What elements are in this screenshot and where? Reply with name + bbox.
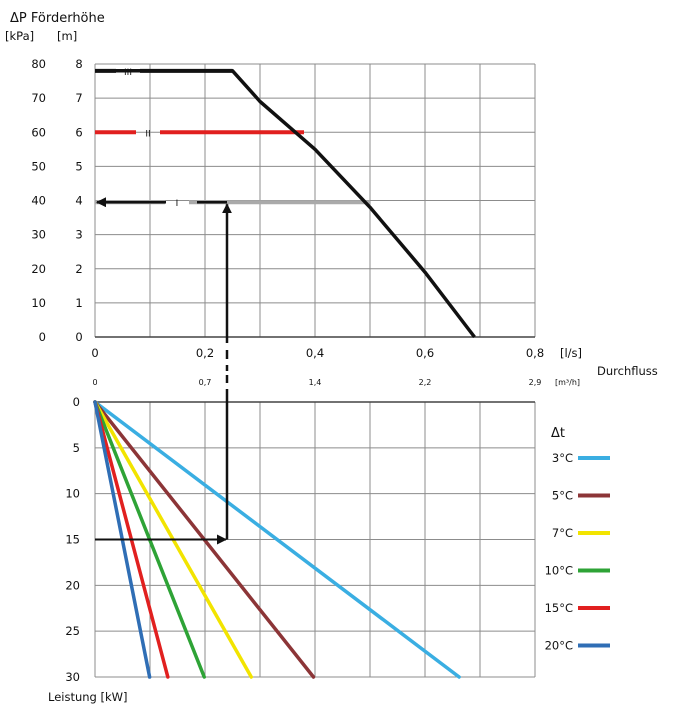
y-tick-m: 1 [75,296,82,310]
y-tick-kw: 5 [73,441,80,455]
pump-curve [95,69,476,339]
y-tick-kw: 20 [65,578,80,592]
x-tick-ls: 0,2 [196,346,214,360]
power-axis-title: Leistung [kW] [48,690,128,704]
y-tick-kw: 0 [73,395,80,409]
y-tick-kw: 25 [65,624,80,638]
y-tick-kpa: 0 [39,330,46,344]
x-tick-m3h: 2,9 [529,378,542,387]
y-tick-m: 8 [75,57,82,71]
y-tick-kw: 30 [65,670,80,684]
y-tick-kpa: 30 [31,228,46,242]
x-tick-ls: 0,4 [306,346,324,360]
unit-kpa: [kPa] [5,29,34,43]
y-tick-kpa: 40 [31,194,46,208]
unit-m3h: [m³/h] [555,378,580,387]
legend-title: Δt [551,426,565,441]
example-reading-path [95,197,233,545]
top-title: ΔP Förderhöhe [10,11,105,26]
x-tick-m3h: 0 [92,378,97,387]
legend-label: 20°C [545,639,573,653]
power-grid [94,401,536,678]
x-tick-m3h: 2,2 [419,378,432,387]
y-tick-kpa: 80 [31,57,46,71]
y-tick-kpa: 20 [31,262,46,276]
y-tick-m: 0 [75,330,82,344]
legend-label: 5°C [552,489,573,503]
y-tick-kw: 15 [65,533,80,547]
y-tick-m: 3 [75,228,82,242]
dt-line [93,400,461,679]
flow-axis-ticks: 0 0,2 0,4 0,6 0,8 0 0,7 1,4 2,2 2,9 [91,346,544,387]
speed-level-label: I [176,199,179,209]
y-tick-kpa: 70 [31,91,46,105]
legend-label: 15°C [545,601,573,615]
y-tick-m: 2 [75,262,82,276]
y-tick-m: 4 [75,194,82,208]
y-tick-m: 7 [75,91,82,105]
y-tick-m: 5 [75,159,82,173]
unit-m: [m] [57,29,77,43]
legend-label: 10°C [545,564,573,578]
x-tick-m3h: 0,7 [199,378,212,387]
y-tick-m: 6 [75,125,82,139]
speed-level-label: III [124,68,132,78]
x-tick-ls: 0 [91,346,98,360]
flow-axis-title: Durchfluss [597,364,658,378]
y-tick-kpa: 50 [31,159,46,173]
legend-label: 7°C [552,526,573,540]
legend: 3°C 5°C 7°C 10°C 15°C 20°C [545,451,610,653]
x-tick-m3h: 1,4 [309,378,322,387]
unit-ls: [l/s] [560,346,582,360]
speed-level-label: II [145,129,150,139]
y-tick-kw: 10 [65,487,80,501]
x-tick-ls: 0,6 [416,346,434,360]
y-tick-kpa: 10 [31,296,46,310]
y-tick-kpa: 60 [31,125,46,139]
x-tick-ls: 0,8 [526,346,544,360]
legend-label: 3°C [552,451,573,465]
power-axis-ticks: 0 5 10 15 20 25 30 [65,395,80,684]
